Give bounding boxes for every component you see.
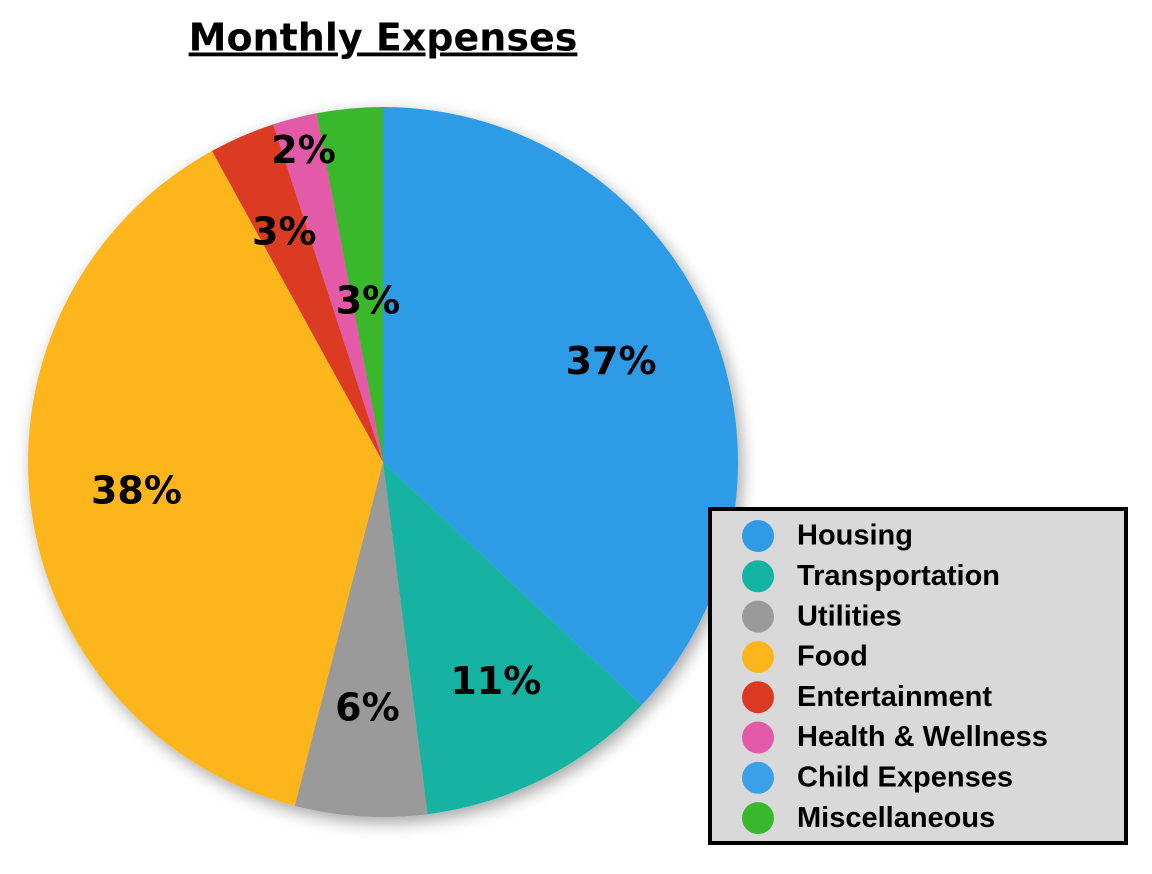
pie-slice [383, 107, 738, 706]
pie-slice [294, 462, 428, 817]
legend-swatch [742, 761, 774, 794]
legend-label: Health & Wellness [797, 721, 1048, 753]
legend-swatch [742, 681, 774, 714]
pie-slice [383, 462, 642, 815]
legend-swatch [742, 600, 774, 633]
value-label: 3% [336, 278, 401, 322]
legend-label: Transportation [797, 560, 1000, 592]
legend-swatch [742, 721, 774, 754]
pie-slice [316, 107, 383, 462]
chart-title: Monthly Expenses [189, 16, 578, 60]
legend-swatch [742, 640, 774, 673]
legend: Housing Transportation Utilities Food Entert… [708, 507, 1128, 845]
legend-label: Food [797, 641, 868, 673]
legend-swatch [742, 520, 774, 552]
pie-slice [273, 113, 383, 462]
value-label: 11% [450, 659, 541, 703]
legend-swatch [742, 560, 774, 593]
pie-slice [211, 124, 383, 462]
pie [28, 107, 738, 817]
legend-label: Utilities [797, 600, 902, 632]
legend-swatch [742, 802, 774, 835]
legend-label: Miscellaneous [797, 802, 995, 834]
value-label: 3% [252, 209, 317, 253]
legend-label: Entertainment [797, 681, 992, 713]
value-label: 6% [335, 686, 400, 730]
value-label: 38% [91, 469, 182, 513]
legend-label: Child Expenses [797, 761, 1013, 793]
value-label: 2% [271, 128, 336, 172]
legend-label: Housing [797, 520, 913, 552]
legend-box [708, 507, 1128, 845]
value-labels: 37% 11% 6% 38% 3% 2% 3% [91, 128, 657, 729]
value-label: 37% [566, 339, 657, 383]
pie-slice [28, 150, 384, 806]
